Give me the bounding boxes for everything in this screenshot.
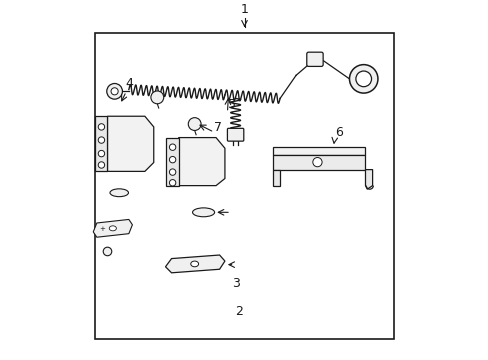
Text: 2: 2	[235, 305, 243, 319]
Circle shape	[98, 124, 104, 130]
Polygon shape	[93, 220, 132, 237]
Polygon shape	[95, 116, 107, 171]
Ellipse shape	[109, 226, 116, 231]
Circle shape	[151, 91, 163, 104]
Bar	[95, 33, 393, 339]
Polygon shape	[272, 147, 365, 156]
Text: +: +	[99, 226, 105, 232]
FancyBboxPatch shape	[306, 52, 323, 66]
Circle shape	[355, 71, 371, 87]
Polygon shape	[166, 138, 178, 186]
Circle shape	[169, 169, 176, 175]
Circle shape	[188, 118, 201, 130]
FancyBboxPatch shape	[227, 128, 244, 141]
Ellipse shape	[110, 189, 128, 197]
Circle shape	[169, 180, 176, 186]
Circle shape	[98, 162, 104, 168]
Circle shape	[169, 144, 176, 150]
Circle shape	[312, 158, 322, 167]
Polygon shape	[107, 116, 153, 171]
Circle shape	[98, 150, 104, 157]
Text: 1: 1	[240, 3, 248, 15]
Polygon shape	[178, 138, 224, 186]
Circle shape	[98, 137, 104, 143]
Text: 5: 5	[228, 98, 236, 111]
Text: 7: 7	[214, 121, 222, 134]
Circle shape	[169, 157, 176, 163]
Circle shape	[103, 247, 112, 256]
Polygon shape	[272, 170, 280, 186]
Text: 6: 6	[335, 126, 343, 139]
Polygon shape	[165, 255, 224, 273]
Text: 4: 4	[124, 77, 133, 90]
Polygon shape	[365, 170, 372, 189]
Circle shape	[111, 88, 118, 95]
Polygon shape	[272, 156, 365, 170]
Ellipse shape	[192, 208, 214, 217]
Circle shape	[106, 84, 122, 99]
Ellipse shape	[190, 261, 198, 267]
Circle shape	[349, 65, 377, 93]
Text: 3: 3	[232, 277, 240, 290]
